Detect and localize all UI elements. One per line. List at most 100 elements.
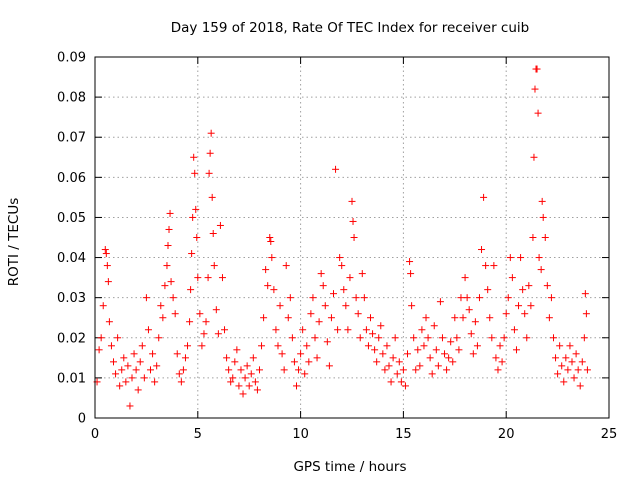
data-point <box>465 306 473 314</box>
data-point <box>198 342 206 350</box>
data-point <box>103 262 111 270</box>
data-point <box>496 342 504 350</box>
data-point <box>523 334 531 342</box>
data-point <box>196 310 204 318</box>
data-point <box>187 286 195 294</box>
data-point <box>416 362 424 370</box>
data-point <box>276 302 284 310</box>
data-point <box>264 282 272 290</box>
data-point <box>510 326 518 334</box>
data-point <box>332 165 340 173</box>
data-point <box>305 358 313 366</box>
data-point <box>249 354 257 362</box>
data-point <box>350 234 358 241</box>
y-tick-label: 0.07 <box>57 131 86 146</box>
data-point <box>184 342 192 350</box>
data-point <box>401 382 409 390</box>
data-point <box>344 326 352 334</box>
data-point <box>581 290 589 298</box>
data-point <box>179 366 187 374</box>
x-tick-label: 15 <box>395 427 412 442</box>
data-point <box>410 334 418 342</box>
data-point <box>295 366 303 374</box>
data-point <box>163 262 171 270</box>
data-point <box>469 350 477 358</box>
data-point <box>274 342 282 350</box>
data-point <box>432 346 440 354</box>
data-point <box>97 334 105 342</box>
data-point <box>239 390 247 398</box>
data-point <box>360 294 368 302</box>
data-point <box>438 334 446 342</box>
data-point <box>288 334 296 342</box>
data-point <box>205 169 213 177</box>
data-point <box>116 382 124 390</box>
data-point <box>346 274 354 282</box>
data-point <box>582 310 590 318</box>
data-point <box>515 302 523 310</box>
data-point <box>212 306 220 314</box>
data-point <box>177 378 185 386</box>
data-point <box>471 318 479 326</box>
data-point <box>188 250 196 258</box>
data-point <box>202 318 210 326</box>
data-point <box>539 213 547 221</box>
data-point <box>286 294 294 302</box>
data-point <box>428 370 436 378</box>
data-point <box>251 378 259 386</box>
data-point <box>473 342 481 350</box>
data-point <box>122 378 130 386</box>
data-point <box>482 262 490 270</box>
data-point <box>354 310 362 318</box>
data-point <box>313 354 321 362</box>
data-point <box>194 274 202 282</box>
data-point <box>578 358 586 366</box>
data-point <box>552 354 560 362</box>
data-point <box>258 342 266 350</box>
data-point <box>193 234 201 241</box>
data-point <box>352 294 360 302</box>
data-point <box>253 386 261 394</box>
data-point <box>533 65 541 73</box>
data-point <box>272 326 280 334</box>
data-point <box>434 362 442 370</box>
x-tick-label: 20 <box>498 427 515 442</box>
data-point <box>280 366 288 374</box>
data-point <box>389 354 397 362</box>
data-point <box>262 266 270 274</box>
data-point <box>329 290 337 298</box>
data-point <box>221 326 229 334</box>
data-point <box>545 314 553 322</box>
data-point <box>132 366 140 374</box>
data-point <box>95 346 103 354</box>
x-tick-label: 25 <box>601 427 618 442</box>
data-point <box>165 225 173 233</box>
data-point <box>517 254 525 262</box>
data-point <box>426 354 434 362</box>
data-point <box>556 342 564 350</box>
data-point <box>270 286 278 294</box>
data-point <box>114 334 122 342</box>
data-point <box>118 366 126 374</box>
data-point <box>327 314 335 322</box>
y-tick-label: 0.08 <box>57 91 86 106</box>
data-point <box>414 346 422 354</box>
y-tick-label: 0.03 <box>57 291 86 306</box>
data-point <box>541 234 549 241</box>
data-point <box>192 205 200 213</box>
data-point <box>549 334 557 342</box>
data-point <box>102 250 110 258</box>
y-tick-label: 0.06 <box>57 171 86 186</box>
data-point <box>422 314 430 322</box>
data-point <box>247 370 255 378</box>
x-tick-label: 5 <box>194 427 202 442</box>
data-point <box>210 262 218 270</box>
data-point <box>512 346 520 354</box>
data-point <box>420 342 428 350</box>
data-point <box>218 274 226 282</box>
data-point <box>200 330 208 338</box>
data-point <box>325 362 333 370</box>
data-point <box>478 246 486 254</box>
